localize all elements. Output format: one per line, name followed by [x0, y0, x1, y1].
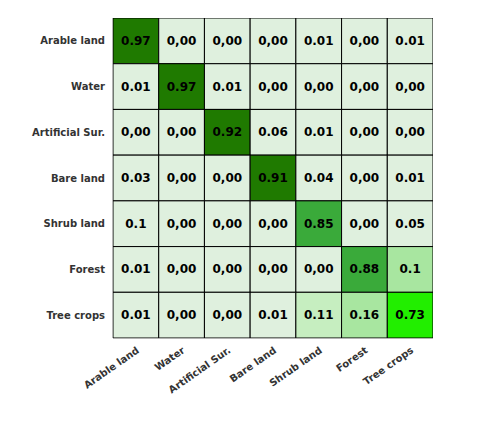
svg-text:Forest: Forest: [334, 344, 370, 374]
svg-text:0,00: 0,00: [121, 125, 151, 139]
svg-text:Water: Water: [153, 344, 187, 373]
svg-text:0,00: 0,00: [350, 125, 380, 139]
svg-text:0,00: 0,00: [212, 217, 242, 231]
svg-text:0.01: 0.01: [304, 125, 334, 139]
svg-text:Forest: Forest: [69, 264, 105, 275]
svg-text:0,00: 0,00: [212, 34, 242, 48]
svg-text:Artificial Sur.: Artificial Sur.: [32, 127, 105, 138]
svg-text:0,00: 0,00: [167, 308, 197, 322]
svg-text:Shrub land: Shrub land: [267, 344, 324, 388]
svg-text:Shrub land: Shrub land: [44, 218, 105, 229]
svg-text:0.01: 0.01: [121, 80, 151, 94]
svg-text:0,00: 0,00: [167, 125, 197, 139]
svg-text:0.01: 0.01: [212, 80, 242, 94]
svg-text:0.01: 0.01: [395, 34, 425, 48]
svg-text:0,00: 0,00: [395, 125, 425, 139]
svg-text:0,00: 0,00: [258, 262, 288, 276]
svg-text:Tree crops: Tree crops: [46, 310, 105, 321]
svg-text:0.1: 0.1: [400, 262, 421, 276]
svg-text:0,00: 0,00: [304, 80, 334, 94]
svg-text:0,00: 0,00: [304, 262, 334, 276]
svg-text:0,00: 0,00: [212, 308, 242, 322]
svg-text:Bare land: Bare land: [51, 173, 105, 184]
svg-text:0,00: 0,00: [167, 171, 197, 185]
svg-text:0,00: 0,00: [258, 217, 288, 231]
svg-text:0,00: 0,00: [212, 171, 242, 185]
svg-text:0,00: 0,00: [212, 262, 242, 276]
svg-text:Arable land: Arable land: [40, 35, 105, 46]
svg-text:0,00: 0,00: [350, 217, 380, 231]
svg-text:0,00: 0,00: [258, 34, 288, 48]
svg-text:0.16: 0.16: [350, 308, 380, 322]
svg-text:0.97: 0.97: [121, 34, 151, 48]
svg-text:0,00: 0,00: [395, 80, 425, 94]
svg-text:0.88: 0.88: [350, 262, 380, 276]
svg-text:0.92: 0.92: [212, 125, 242, 139]
svg-text:0,00: 0,00: [350, 34, 380, 48]
svg-text:0.73: 0.73: [395, 308, 425, 322]
svg-text:0.03: 0.03: [121, 171, 151, 185]
svg-text:Artificial Sur.: Artificial Sur.: [166, 344, 232, 395]
svg-text:0.04: 0.04: [304, 171, 334, 185]
svg-text:0,00: 0,00: [167, 262, 197, 276]
svg-text:0.01: 0.01: [395, 171, 425, 185]
svg-text:0.01: 0.01: [258, 308, 288, 322]
svg-text:0.01: 0.01: [121, 262, 151, 276]
svg-text:0.06: 0.06: [258, 125, 288, 139]
svg-text:0,00: 0,00: [167, 34, 197, 48]
svg-text:0.01: 0.01: [121, 308, 151, 322]
svg-text:0,00: 0,00: [167, 217, 197, 231]
svg-text:0,00: 0,00: [258, 80, 288, 94]
svg-text:0.11: 0.11: [304, 308, 334, 322]
svg-text:0,00: 0,00: [350, 171, 380, 185]
svg-text:0.85: 0.85: [304, 217, 334, 231]
svg-text:Arable land: Arable land: [82, 344, 141, 390]
svg-text:0.05: 0.05: [395, 217, 425, 231]
svg-text:Water: Water: [71, 81, 105, 92]
svg-text:0.91: 0.91: [258, 171, 288, 185]
svg-text:Tree crops: Tree crops: [361, 344, 415, 387]
svg-text:0.1: 0.1: [125, 217, 146, 231]
svg-text:0.01: 0.01: [304, 34, 334, 48]
svg-text:0.97: 0.97: [167, 80, 197, 94]
svg-text:Bare land: Bare land: [227, 344, 279, 385]
svg-text:0,00: 0,00: [350, 80, 380, 94]
